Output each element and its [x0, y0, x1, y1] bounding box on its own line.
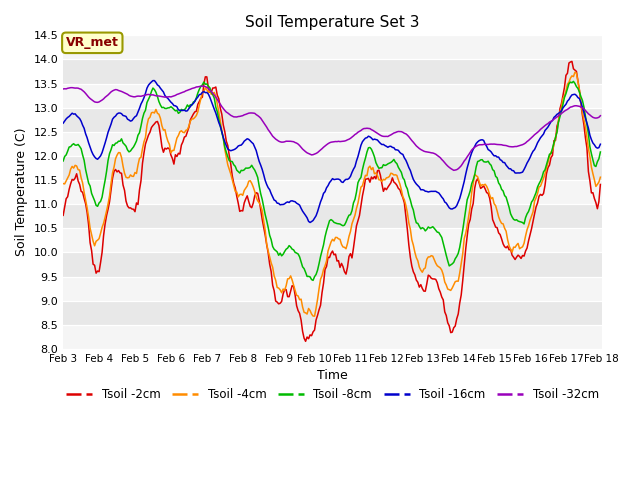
Bar [63, 132, 602, 156]
Bar [63, 180, 602, 204]
Bar [63, 325, 602, 349]
Bar [63, 60, 602, 84]
Bar [63, 276, 602, 301]
Bar [63, 108, 602, 132]
Bar [63, 156, 602, 180]
X-axis label: Time: Time [317, 370, 348, 383]
Text: VR_met: VR_met [66, 36, 119, 49]
Bar [63, 84, 602, 108]
Bar [63, 204, 602, 228]
Bar [63, 228, 602, 252]
Bar [63, 301, 602, 325]
Bar [63, 36, 602, 60]
Bar [63, 252, 602, 276]
Legend: Tsoil -2cm, Tsoil -4cm, Tsoil -8cm, Tsoil -16cm, Tsoil -32cm: Tsoil -2cm, Tsoil -4cm, Tsoil -8cm, Tsoi… [61, 384, 604, 406]
Title: Soil Temperature Set 3: Soil Temperature Set 3 [245, 15, 420, 30]
Y-axis label: Soil Temperature (C): Soil Temperature (C) [15, 128, 28, 256]
